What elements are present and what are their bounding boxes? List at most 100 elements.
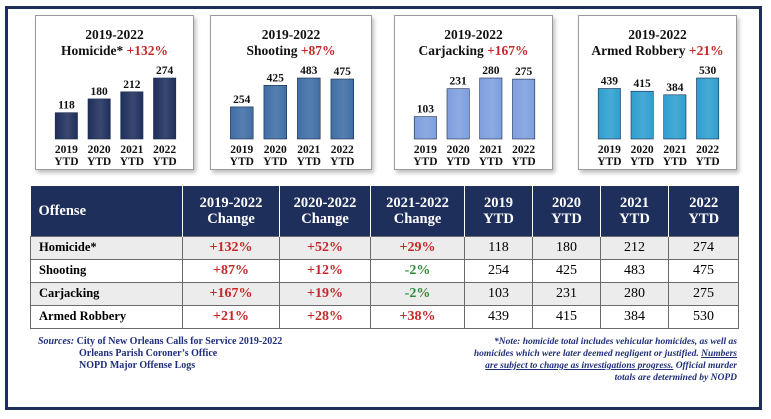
bar xyxy=(54,112,78,140)
x-tick-label: YTD xyxy=(413,156,437,168)
change-cell: +28% xyxy=(279,304,371,329)
chart-change: +21% xyxy=(688,43,724,58)
ytd-cell: 439 xyxy=(464,304,533,329)
x-tick-label: 2021 xyxy=(297,144,320,156)
chart-period: 2019-2022 xyxy=(628,27,687,42)
chart-period: 2019-2022 xyxy=(261,27,321,42)
header-2021-ytd: 2021 YTD xyxy=(600,186,669,236)
chart-period: 2019-2022 xyxy=(85,27,144,42)
x-tick-label: YTD xyxy=(695,156,719,168)
source-line: City of New Orleans Calls for Service 20… xyxy=(76,336,283,347)
header-2020-ytd: 2020 YTD xyxy=(532,186,601,236)
armed-robbery-chart-card: 2019-2022 Armed Robbery +21% 439 2019 YTD 4… xyxy=(578,15,737,170)
ytd-cell: 275 xyxy=(668,281,739,306)
x-tick-label: 2021 xyxy=(479,144,502,156)
ytd-cell: 425 xyxy=(532,258,601,283)
x-tick-label: YTD xyxy=(330,156,354,168)
ytd-cell: 475 xyxy=(668,258,739,283)
ytd-cell: 415 xyxy=(532,304,601,329)
x-tick-label: YTD xyxy=(446,156,470,168)
sources-label: Sources: xyxy=(38,336,75,347)
chart-change: +87% xyxy=(300,43,336,58)
ytd-cell: 483 xyxy=(600,258,669,283)
bar-value-label: 439 xyxy=(601,76,619,88)
note-text: Official murder totals are determined by… xyxy=(614,361,737,383)
bar xyxy=(446,88,470,140)
header-2019-ytd: 2019 YTD xyxy=(464,186,533,236)
bar xyxy=(696,77,720,140)
bar xyxy=(330,78,355,140)
table-header-row: Offense 2019-2022 Change 2020-2022 Change … xyxy=(30,186,739,236)
x-tick-label: YTD xyxy=(297,156,321,168)
bar xyxy=(297,77,321,140)
table-row-homicide: Homicide* +132% +52% +29% 118 180 212 27… xyxy=(30,235,739,260)
chart-title: Carjacking +167% xyxy=(395,43,552,58)
bar xyxy=(479,77,503,140)
x-tick-label: 2020 xyxy=(631,144,654,156)
header-2019-2022-change: 2019-2022 Change xyxy=(182,186,280,236)
bar-value-label: 254 xyxy=(233,94,251,106)
ytd-cell: 280 xyxy=(600,281,669,306)
x-tick-label: YTD xyxy=(120,156,144,168)
change-cell: +21% xyxy=(182,304,280,329)
x-tick-label: YTD xyxy=(479,156,503,168)
bar-value-label: 530 xyxy=(699,65,717,77)
x-tick-label: 2020 xyxy=(88,144,111,156)
x-tick-label: 2022 xyxy=(331,144,354,156)
bar-value-label: 483 xyxy=(300,65,318,77)
bar xyxy=(663,94,687,140)
chart-title: Homicide* +132% xyxy=(36,43,193,58)
change-cell: +132% xyxy=(182,235,280,260)
bar xyxy=(87,98,111,140)
note-underlined-text: Numbers are subject to change as investi… xyxy=(485,349,737,371)
x-tick-label: YTD xyxy=(230,156,254,168)
bar xyxy=(120,91,144,140)
homicide-chart-card: 2019-2022 Homicide* +132% 118 2019 YTD 180 2… xyxy=(35,15,194,170)
bar-value-label: 103 xyxy=(417,104,435,116)
bar-value-label: 275 xyxy=(515,66,533,78)
bar-value-label: 274 xyxy=(156,65,174,77)
change-cell: +29% xyxy=(370,235,465,260)
offense-cell: Shooting xyxy=(30,258,183,283)
chart-change: +167% xyxy=(487,43,529,58)
bar-value-label: 425 xyxy=(267,72,285,84)
x-tick-label: 2019 xyxy=(55,144,78,156)
footnote: *Note: homicide total includes vehicular… xyxy=(467,336,737,384)
note-text: *Note: homicide total includes vehicular… xyxy=(473,337,737,359)
table-row-carjacking: Carjacking +167% +19% -2% 103 231 280 27… xyxy=(30,281,739,306)
ytd-cell: 530 xyxy=(668,304,739,329)
x-tick-label: 2019 xyxy=(414,144,437,156)
bar-value-label: 118 xyxy=(58,100,75,112)
x-tick-label: YTD xyxy=(152,156,176,168)
change-cell: +167% xyxy=(182,281,280,306)
chart-offense: Armed Robbery xyxy=(591,43,686,58)
bar xyxy=(630,90,654,140)
offense-cell: Homicide* xyxy=(30,235,183,260)
x-tick-label: 2019 xyxy=(598,144,621,156)
x-tick-label: 2022 xyxy=(696,144,719,156)
table-row-shooting: Shooting +87% +12% -2% 254 425 483 475 xyxy=(30,258,739,283)
x-tick-label: YTD xyxy=(630,156,654,168)
bar xyxy=(597,88,621,140)
ytd-cell: 180 xyxy=(532,235,601,260)
bar-value-label: 475 xyxy=(334,66,352,78)
chart-change: +132% xyxy=(126,43,169,58)
offense-cell: Armed Robbery xyxy=(30,304,183,329)
x-tick-label: 2020 xyxy=(447,144,470,156)
x-tick-label: YTD xyxy=(663,156,687,168)
bar-value-label: 280 xyxy=(482,65,500,77)
header-offense: Offense xyxy=(30,186,183,236)
ytd-cell: 118 xyxy=(464,235,533,260)
ytd-cell: 231 xyxy=(532,281,601,306)
sources-block: Sources: City of New Orleans Calls for S… xyxy=(38,336,282,372)
change-cell: -2% xyxy=(370,281,465,306)
table-row-armed-robbery: Armed Robbery +21% +28% +38% 439 415 384… xyxy=(30,304,739,329)
change-cell: +87% xyxy=(182,258,280,283)
header-2021-2022-change: 2021-2022 Change xyxy=(370,186,465,236)
offense-cell: Carjacking xyxy=(30,281,183,306)
ytd-cell: 254 xyxy=(464,258,533,283)
change-cell: -2% xyxy=(370,258,465,283)
